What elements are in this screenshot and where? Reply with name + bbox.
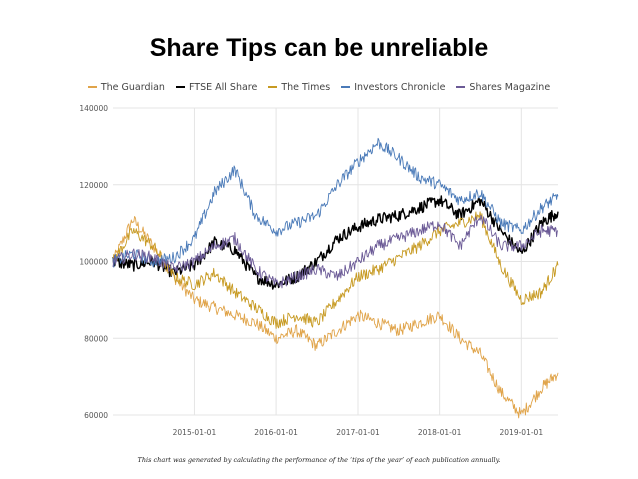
y-tick-label: 140000 xyxy=(79,104,108,113)
legend-swatch xyxy=(87,86,97,88)
y-tick-label: 120000 xyxy=(79,181,108,190)
legend-label: The Times xyxy=(281,81,331,93)
legend-item-the-times: The Times xyxy=(268,82,330,93)
chart-caption: This chart was generated by calculating … xyxy=(137,456,501,464)
y-tick-label: 80000 xyxy=(84,334,108,343)
legend-item-the-guardian: The Guardian xyxy=(87,81,165,93)
legend-label: The Guardian xyxy=(100,81,165,93)
y-tick-label: 100000 xyxy=(79,258,108,267)
legend-label: Investors Chronicle xyxy=(354,81,446,93)
legend-item-investors-chronicle: Investors Chronicle xyxy=(341,82,445,93)
series-line-shares-magazine xyxy=(112,214,559,289)
legend-swatch xyxy=(268,86,278,88)
page-title: Share Tips can be unreliable xyxy=(149,34,489,62)
legend-swatch xyxy=(456,86,466,88)
x-tick-label: 2015-01-01 xyxy=(173,428,217,437)
legend-swatch xyxy=(175,86,185,88)
x-tick-label: 2019-01-01 xyxy=(500,428,544,437)
series-line-the-guardian xyxy=(112,215,559,419)
series-line-the-times xyxy=(112,211,559,329)
legend-item-ftse-all-share: FTSE All Share xyxy=(175,81,258,93)
legend-swatch xyxy=(341,86,351,88)
legend-label: Shares Magazine xyxy=(469,81,551,93)
x-tick-label: 2018-01-01 xyxy=(418,428,462,437)
chart-legend: The Guardian FTSE All Share The Times Inves… xyxy=(0,79,638,95)
x-tick-label: 2017-01-01 xyxy=(336,428,380,437)
legend-label: FTSE All Share xyxy=(188,81,258,93)
x-tick-label: 2016-01-01 xyxy=(254,428,298,437)
legend-item-shares-magazine: Shares Magazine xyxy=(456,82,550,93)
series-line-investors-chronicle xyxy=(112,137,559,268)
y-tick-label: 60000 xyxy=(84,411,108,420)
